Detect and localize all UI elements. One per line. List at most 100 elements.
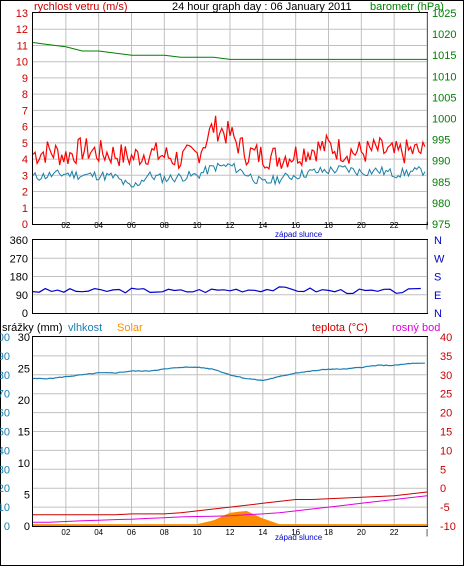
wind-y-tick: 6 — [22, 122, 28, 134]
x-tick-label: 06 — [127, 221, 136, 230]
wind-y-tick: 1 — [22, 203, 28, 215]
wind-axis-label: rychlost vetru (m/s) — [34, 1, 128, 13]
x-tick-label: 08 — [160, 221, 169, 230]
x-tick-label: | — [426, 528, 428, 537]
x-tick-label: | — [426, 221, 428, 230]
x-tick-label: 12 — [226, 528, 235, 537]
temp-y-tick: 5 — [440, 464, 446, 476]
wind-y-tick: 11 — [17, 40, 28, 52]
temp-y-tick: 20 — [440, 408, 452, 420]
temp-y-tick: 10 — [440, 445, 452, 457]
dir-compass-label: W — [434, 253, 445, 265]
srazky-label: srážky (mm) — [2, 322, 63, 334]
baro-y-tick: 990 — [432, 156, 450, 168]
rain-y-tick: 20 — [18, 395, 30, 407]
wind-y-tick: 3 — [22, 170, 28, 182]
teplota-label: teplota (°C) — [312, 322, 368, 334]
baro-y-tick: 1025 — [432, 8, 456, 20]
wind-y-tick: 12 — [16, 24, 28, 36]
wind-y-tick: 10 — [16, 57, 28, 69]
temp-y-tick: 25 — [440, 389, 452, 401]
dew-point-line — [33, 495, 428, 523]
x-tick-label: 02 — [61, 528, 70, 537]
rain-y-tick: 25 — [18, 364, 30, 376]
humidity-y-tick: 0 — [4, 521, 10, 533]
x-tick-label: 18 — [324, 221, 333, 230]
x-tick-label: 20 — [357, 221, 366, 230]
x-tick-label: 06 — [127, 528, 136, 537]
x-tick-label: 18 — [324, 528, 333, 537]
temp-y-tick: 40 — [440, 332, 452, 344]
dir-y-tick: 180 — [10, 272, 28, 284]
x-tick-label: 22 — [390, 221, 399, 230]
x-tick-label: 10 — [193, 221, 202, 230]
wind-y-tick: 0 — [22, 219, 28, 231]
rain-y-tick: 5 — [24, 490, 30, 502]
rain-y-tick: 30 — [18, 332, 30, 344]
barometer-line — [32, 42, 427, 60]
humidity-y-tick: 100 — [0, 332, 10, 344]
wind-y-tick: 7 — [22, 105, 28, 117]
baro-y-tick: 985 — [432, 177, 450, 189]
humidity-line — [32, 362, 425, 382]
humidity-y-tick: 90 — [0, 351, 10, 363]
temperature-line — [33, 491, 428, 516]
temp-y-tick: 15 — [440, 427, 452, 439]
temp-y-tick: 0 — [440, 483, 446, 495]
dir-y-tick: 90 — [16, 290, 28, 302]
dir-y-tick: 270 — [10, 253, 28, 265]
rain-y-tick: 15 — [18, 427, 30, 439]
x-tick-label: 14 — [258, 528, 267, 537]
dir-y-tick: 360 — [10, 235, 28, 247]
x-tick-label: 22 — [390, 528, 399, 537]
sunset-label-3: západ slunce — [275, 533, 323, 542]
baro-y-tick: 975 — [432, 219, 450, 231]
x-tick-label: 04 — [94, 221, 103, 230]
chart-title: 24 hour graph day : 06 January 2011 — [172, 1, 352, 13]
rain-y-tick: 0 — [24, 521, 30, 533]
humidity-y-tick: 70 — [0, 389, 10, 401]
wind-speed-line-2 — [32, 162, 426, 188]
humidity-y-tick: 20 — [0, 483, 10, 495]
wind-y-tick: 5 — [22, 138, 28, 150]
x-tick-label: 10 — [193, 528, 202, 537]
temp-y-tick: -5 — [440, 502, 450, 514]
wind-y-tick: 4 — [22, 154, 28, 166]
x-tick-label: 04 — [94, 528, 103, 537]
rain-y-tick: 10 — [18, 458, 30, 470]
x-tick-label: 02 — [61, 221, 70, 230]
dir-compass-label: N — [434, 308, 442, 320]
baro-y-tick: 1015 — [432, 50, 456, 62]
temp-y-tick: 30 — [440, 370, 452, 382]
humidity-y-tick: 10 — [0, 502, 10, 514]
baro-y-tick: 1010 — [432, 71, 456, 83]
rosny-bod-label: rosný bod — [392, 322, 440, 334]
wind-y-tick: 8 — [22, 89, 28, 101]
humidity-y-tick: 30 — [0, 464, 10, 476]
baro-y-tick: 980 — [432, 198, 450, 210]
humidity-y-tick: 60 — [0, 408, 10, 420]
x-tick-label: 16 — [291, 528, 300, 537]
dir-y-tick: 0 — [22, 308, 28, 320]
x-tick-label: 20 — [357, 528, 366, 537]
wind-y-tick: 2 — [22, 187, 28, 199]
humidity-y-tick: 80 — [0, 370, 10, 382]
dir-compass-label: N — [434, 235, 442, 247]
temp-y-tick: -10 — [440, 521, 456, 533]
solar-label: Solar — [117, 322, 143, 334]
temp-y-tick: 35 — [440, 351, 452, 363]
vlhkost-label: vlhkost — [68, 322, 102, 334]
x-tick-label: 12 — [226, 221, 235, 230]
dir-compass-label: S — [434, 272, 441, 284]
baro-y-tick: 1020 — [432, 29, 456, 41]
baro-y-tick: 1005 — [432, 92, 456, 104]
baro-axis-label: barometr (hPa) — [370, 1, 444, 13]
wind-y-tick: 13 — [16, 8, 28, 20]
x-tick-label: 08 — [160, 528, 169, 537]
dir-compass-label: E — [434, 290, 441, 302]
x-tick-label: 16 — [291, 221, 300, 230]
wind-direction-line — [32, 286, 421, 295]
wind-speed-line — [32, 115, 426, 171]
humidity-y-tick: 40 — [0, 445, 10, 457]
